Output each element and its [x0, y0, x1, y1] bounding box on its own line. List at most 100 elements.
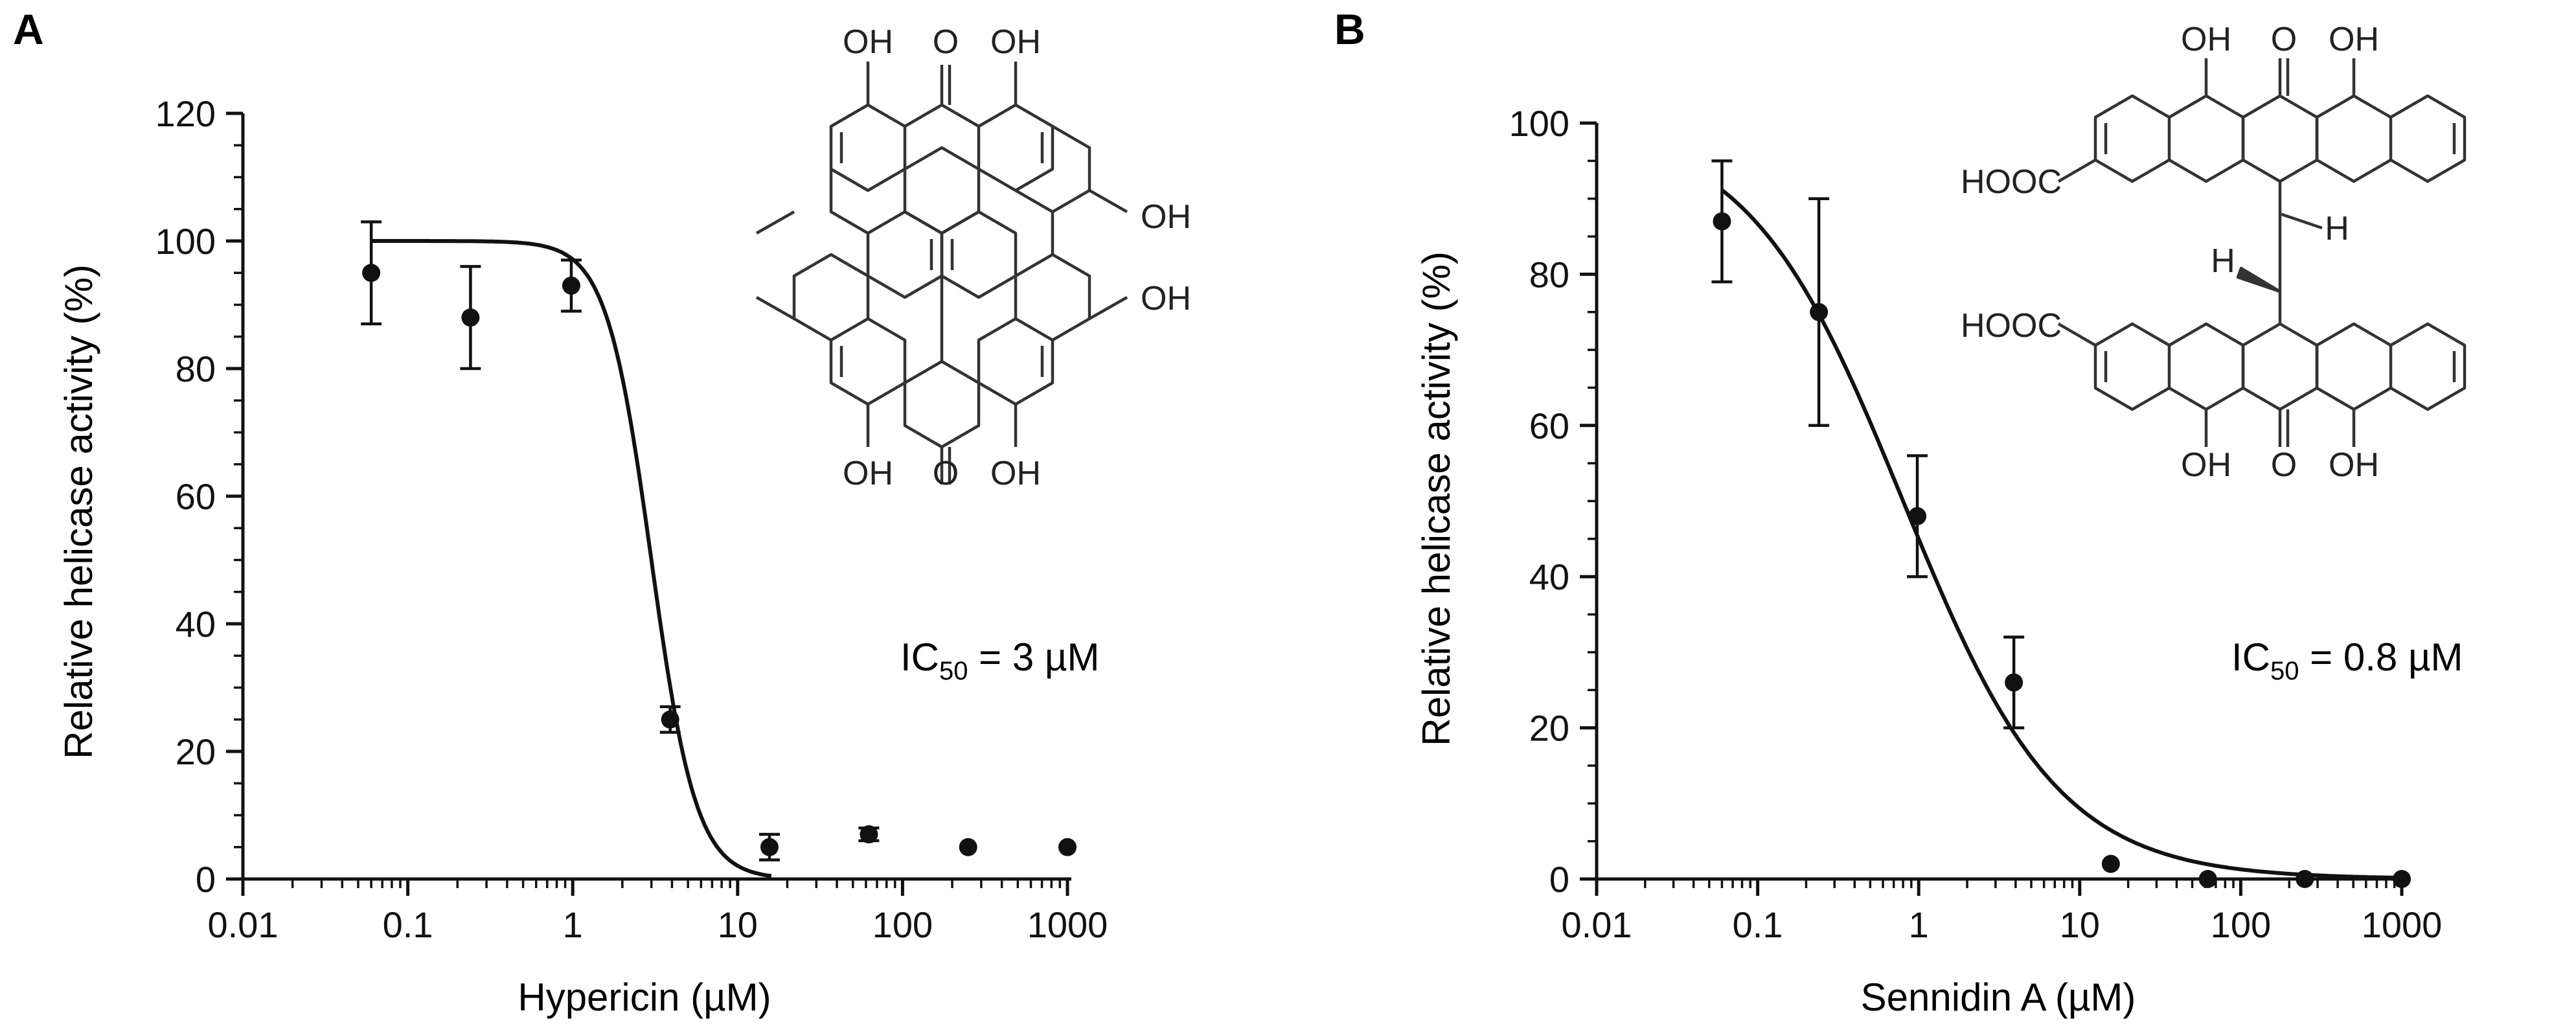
- sennidin-label-o-bottom: O: [2271, 446, 2297, 484]
- panel-a-x-axis-label: Hypericin (µM): [518, 976, 771, 1019]
- panel-b-marker: [1713, 212, 1731, 231]
- sennidin-label-h-right: H: [2325, 210, 2349, 247]
- panel-b-data-point: [1907, 454, 1928, 578]
- panel-b-data-point: [1808, 197, 1830, 428]
- sennidin-label-o-top: O: [2271, 21, 2297, 58]
- sennidin-a-structure: [2057, 58, 2467, 447]
- panel-a-x-tick-label: 1000: [1027, 904, 1108, 945]
- hypericin-label-oh-5: OH: [843, 455, 893, 492]
- panel-b-y-tick-label: 100: [1509, 103, 1569, 144]
- panel-a-marker: [860, 825, 878, 844]
- panel-b-data-point: [1711, 159, 1733, 284]
- panel-b-label: B: [1334, 5, 1365, 53]
- panel-a-data-point: [959, 838, 977, 856]
- panel-b-ic50-annotation: IC50 = 0.8 µM: [2231, 635, 2463, 685]
- panel-a-x-tick-label: 0.1: [383, 904, 433, 945]
- panel-a-data-point: [758, 832, 780, 862]
- panel-b-marker: [2005, 673, 2023, 692]
- panel-a-y-axis-label: Relative helicase activity (%): [57, 264, 100, 759]
- hypericin-atom-labels: OH O OH OH OH OH O OH: [843, 23, 1191, 492]
- panel-a-data-point: [361, 220, 382, 326]
- hypericin-label-o-top: O: [933, 23, 959, 61]
- hypericin-structure: [755, 62, 1128, 485]
- panel-a-x-tick-label: 100: [872, 904, 933, 945]
- panel-a-y-axis: 0 20 40 60 80 100 120: [155, 93, 245, 900]
- panel-b-marker: [2393, 870, 2411, 888]
- panel-a-data-point: [1058, 838, 1077, 856]
- sennidin-label-oh-2: OH: [2329, 21, 2379, 58]
- panel-a-data-point: [659, 705, 681, 734]
- panel-a-fit-curve: [371, 239, 772, 878]
- sennidin-label-hooc-2: HOOC: [1961, 307, 2062, 345]
- panel-a-x-tick-label: 1: [563, 904, 583, 945]
- panel-a-y-tick-label: 40: [176, 604, 216, 645]
- panel-a-marker: [362, 264, 381, 282]
- panel-a-x-tick-label: 10: [718, 904, 758, 945]
- panel-a-x-axis: 0.01 0.1 1 10 100 1000: [208, 877, 1108, 945]
- panel-a-marker: [959, 838, 977, 856]
- panel-b-x-tick-label: 10: [2060, 904, 2100, 945]
- panel-a-data-point: [560, 258, 582, 313]
- panel-a-y-tick-label: 80: [176, 348, 216, 389]
- panel-b-y-axis-label: Relative helicase activity (%): [1415, 251, 1458, 746]
- panel-b-data-point: [2101, 854, 2120, 873]
- panel-a-y-tick-label: 120: [155, 93, 216, 134]
- panel-b-x-tick-label: 100: [2211, 904, 2271, 945]
- panel-a-data-point: [460, 265, 481, 371]
- sennidin-label-oh-4: OH: [2329, 446, 2379, 484]
- sennidin-label-oh-1: OH: [2181, 21, 2231, 58]
- panel-a-data-points: [361, 220, 1077, 862]
- panel-b: B Relative helicase activity (%) Sennidi…: [1334, 5, 2467, 1019]
- panel-a-marker: [461, 308, 480, 327]
- panel-b-marker: [2296, 870, 2314, 888]
- sennidin-label-hooc-1: HOOC: [1961, 163, 2062, 201]
- panel-a-fit-curve-group: [371, 239, 772, 878]
- panel-b-data-point: [2003, 635, 2025, 729]
- panel-a-marker: [760, 838, 779, 856]
- panel-b-y-axis: 0 20 40 60 80 100: [1509, 103, 1599, 900]
- panel-b-y-tick-label: 40: [1529, 556, 1569, 597]
- panel-b-marker: [2198, 870, 2217, 888]
- panel-b-y-tick-label: 80: [1529, 254, 1569, 295]
- panel-b-x-axis: 0.01 0.1 1 10 100 1000: [1562, 877, 2443, 945]
- panel-b-marker: [2101, 854, 2120, 873]
- panel-a-y-tick-label: 60: [176, 476, 216, 517]
- panel-a-data-point: [858, 825, 880, 844]
- panel-a-marker: [562, 276, 580, 295]
- hypericin-label-oh-4: OH: [1141, 280, 1191, 317]
- panel-b-y-tick-label: 20: [1529, 708, 1569, 749]
- sennidin-a-atom-labels: OH O OH HOOC H H HOOC OH O OH: [1961, 21, 2379, 484]
- panel-a-ic50-prefix: IC: [900, 635, 939, 679]
- panel-a-ic50-value: = 3 µM: [968, 635, 1100, 679]
- panel-b-fit-curve-group: [1720, 188, 2402, 880]
- hypericin-label-o-bottom: O: [933, 455, 959, 492]
- panel-b-ic50-value: = 0.8 µM: [2299, 635, 2463, 679]
- panel-b-x-tick-label: 0.01: [1562, 904, 1632, 945]
- hypericin-label-oh-2: OH: [990, 23, 1041, 61]
- panel-b-ic50-subscript: 50: [2270, 657, 2299, 685]
- panel-a-ic50-annotation: IC50 = 3 µM: [900, 635, 1099, 685]
- panel-a-ic50-subscript: 50: [939, 657, 968, 685]
- panel-a: A Relative helicase activity (%) Hyperic…: [13, 5, 1191, 1019]
- panel-a-label: A: [13, 5, 44, 53]
- panel-b-data-points: [1711, 159, 2411, 888]
- panel-b-data-point: [2198, 870, 2217, 888]
- panel-b-data-point: [2296, 870, 2314, 888]
- panel-a-marker: [661, 710, 679, 729]
- hypericin-label-oh-3: OH: [1141, 198, 1191, 236]
- panel-a-y-tick-label: 100: [155, 221, 216, 262]
- panel-a-y-tick-label: 20: [176, 731, 216, 772]
- panel-b-y-tick-label: 60: [1529, 405, 1569, 446]
- panel-a-y-tick-label: 0: [196, 859, 216, 900]
- hypericin-label-oh-6: OH: [990, 455, 1041, 492]
- panel-b-x-tick-label: 0.1: [1733, 904, 1783, 945]
- panel-b-x-tick-label: 1000: [2362, 904, 2443, 945]
- panel-b-fit-curve: [1720, 188, 2402, 880]
- panel-b-marker: [1908, 507, 1927, 525]
- panel-b-x-axis-label: Sennidin A (µM): [1861, 976, 2136, 1019]
- sennidin-label-oh-3: OH: [2181, 446, 2231, 484]
- panel-b-x-tick-label: 1: [1909, 904, 1929, 945]
- panel-b-marker: [1810, 303, 1829, 321]
- panel-b-y-tick-label: 0: [1549, 859, 1569, 900]
